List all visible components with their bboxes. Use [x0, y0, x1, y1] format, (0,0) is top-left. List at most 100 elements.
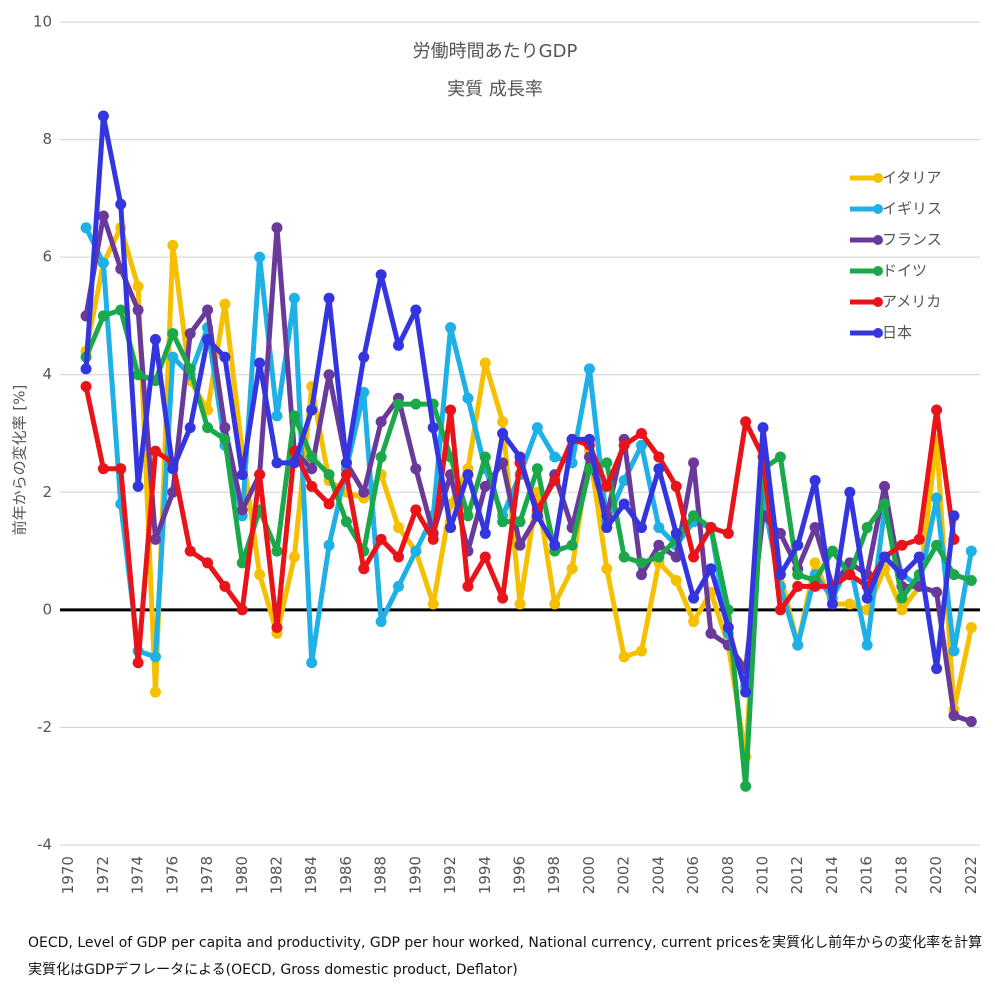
- data-point: [514, 598, 526, 610]
- data-point: [722, 527, 734, 539]
- note: 実質化はGDPデフレータによる(OECD, Gross domestic pro…: [28, 961, 518, 978]
- data-point: [792, 580, 804, 592]
- data-point: [149, 651, 161, 663]
- data-point: [184, 422, 196, 434]
- data-point: [392, 551, 404, 563]
- data-point: [358, 386, 370, 398]
- data-point: [809, 522, 821, 534]
- data-point: [931, 492, 943, 504]
- data-point: [410, 545, 422, 557]
- legend-label: ドイツ: [882, 262, 927, 280]
- data-point: [392, 339, 404, 351]
- data-point: [601, 522, 613, 534]
- chart-title: 労働時間あたりGDP: [413, 41, 578, 62]
- data-point: [774, 569, 786, 581]
- data-point: [149, 445, 161, 457]
- data-point: [913, 533, 925, 545]
- data-point: [306, 451, 318, 463]
- legend-swatch-dot: [873, 173, 883, 183]
- data-point: [132, 304, 144, 316]
- data-point: [132, 369, 144, 381]
- data-point: [149, 533, 161, 545]
- data-point: [410, 398, 422, 410]
- legend-swatch-dot: [873, 235, 883, 245]
- data-point: [722, 621, 734, 633]
- x-tick-label: 1988: [372, 856, 390, 894]
- data-point: [549, 451, 561, 463]
- x-tick-label: 1996: [511, 856, 529, 894]
- data-point: [427, 598, 439, 610]
- data-point: [653, 522, 665, 534]
- legend-swatch-dot: [873, 297, 883, 307]
- data-point: [462, 469, 474, 481]
- data-point: [809, 557, 821, 569]
- data-point: [375, 451, 387, 463]
- data-point: [601, 457, 613, 469]
- x-tick-label: 1974: [129, 856, 147, 894]
- y-axis-title: 前年からの変化率 [%]: [11, 385, 29, 536]
- data-point: [202, 557, 214, 569]
- data-point: [149, 686, 161, 698]
- data-point: [531, 510, 543, 522]
- x-tick-label: 1984: [302, 856, 320, 894]
- data-point: [653, 539, 665, 551]
- data-point: [740, 780, 752, 792]
- x-tick-label: 2008: [719, 856, 737, 894]
- y-tick-label: 8: [42, 130, 52, 148]
- data-point: [948, 510, 960, 522]
- data-point: [80, 380, 92, 392]
- data-point: [531, 463, 543, 475]
- data-point: [965, 574, 977, 586]
- data-point: [254, 569, 266, 581]
- data-point: [219, 580, 231, 592]
- data-point: [566, 563, 578, 575]
- series-line: [83, 213, 973, 724]
- data-point: [896, 539, 908, 551]
- data-point: [653, 463, 665, 475]
- x-tick-label: 2014: [823, 856, 841, 894]
- data-point: [948, 710, 960, 722]
- data-point: [219, 298, 231, 310]
- data-point: [375, 533, 387, 545]
- data-point: [236, 469, 248, 481]
- data-point: [97, 310, 109, 322]
- data-point: [861, 639, 873, 651]
- data-point: [254, 251, 266, 263]
- data-point: [531, 422, 543, 434]
- y-tick-label: 6: [42, 248, 52, 266]
- data-point: [97, 257, 109, 269]
- data-point: [115, 198, 127, 210]
- data-point: [809, 475, 821, 487]
- data-point: [792, 569, 804, 581]
- x-tick-label: 2018: [892, 856, 910, 894]
- data-point: [167, 351, 179, 363]
- data-point: [583, 363, 595, 375]
- note: OECD, Level of GDP per capita and produc…: [28, 934, 982, 951]
- data-point: [670, 574, 682, 586]
- data-point: [774, 604, 786, 616]
- x-tick-label: 1970: [59, 856, 77, 894]
- data-point: [219, 351, 231, 363]
- data-point: [514, 451, 526, 463]
- data-point: [861, 592, 873, 604]
- data-point: [271, 222, 283, 234]
- data-point: [566, 539, 578, 551]
- x-tick-label: 1994: [476, 856, 494, 894]
- data-point: [271, 457, 283, 469]
- data-point: [97, 210, 109, 222]
- data-point: [826, 598, 838, 610]
- data-point: [705, 627, 717, 639]
- data-point: [410, 504, 422, 516]
- data-point: [167, 463, 179, 475]
- data-point: [740, 686, 752, 698]
- data-point: [497, 416, 509, 428]
- data-point: [931, 404, 943, 416]
- data-point: [896, 569, 908, 581]
- y-tick-label: 2: [42, 483, 52, 501]
- data-point: [670, 527, 682, 539]
- data-point: [965, 621, 977, 633]
- y-tick-label: -4: [37, 836, 52, 854]
- data-point: [757, 422, 769, 434]
